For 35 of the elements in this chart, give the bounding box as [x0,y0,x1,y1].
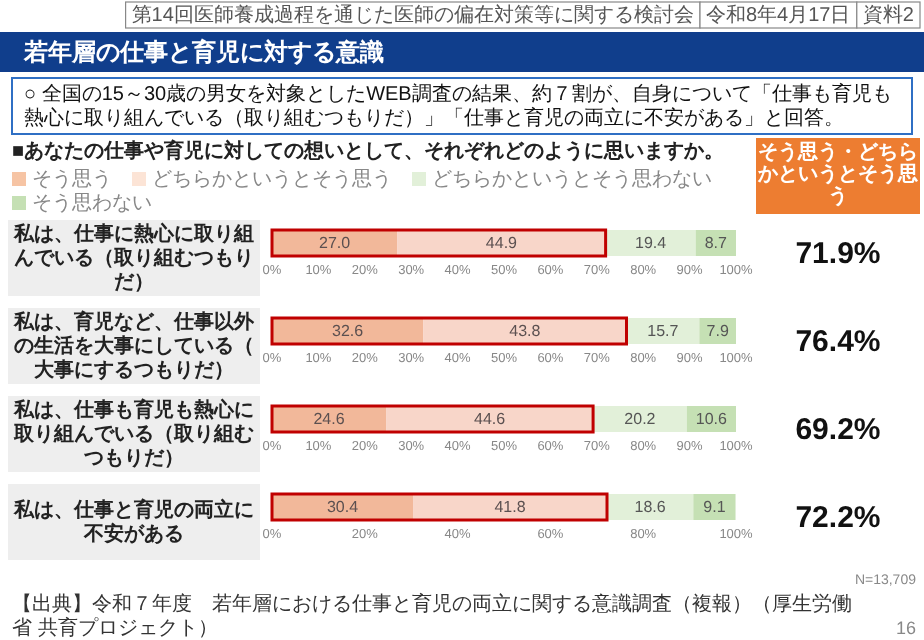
bar [607,494,694,520]
legend-label: そう思う [32,169,112,191]
data-label: 18.6 [634,498,667,516]
data-label: 44.6 [474,410,507,428]
bar [605,230,696,256]
data-label: 19.4 [635,234,668,252]
data-label: 41.8 [494,498,527,516]
text: 71.9% [795,237,881,271]
text: ■あなたの仕事や育児に対しての想いとして、それぞれどのように思いますか。 [12,139,725,163]
data-label: 24.6 [313,410,346,428]
chart-subtitle: ○ 全国の15～30歳の男女を対象としたWEB調査の結果、約７割が、自身について「仕事も育児も熱心に取り組んでいる（取り組むつもりだ）」「仕事と育児の両立に不安がある」と回答。 [24,81,892,129]
text: 76.4% [795,325,881,359]
legend-label: どちらかというとそう思わない [432,169,712,191]
text: 72.2% [795,501,881,535]
legend-label: どちらかというとそう思う [152,169,392,191]
legend-label: そう思わない [32,193,152,215]
text: 16 [895,618,916,638]
bar [626,318,700,344]
data-label: 9.1 [703,498,727,516]
data-label: 10.6 [695,410,729,428]
bar [693,494,736,520]
bar [593,406,687,432]
data-label: 15.7 [647,322,680,340]
text: 69.2% [795,413,881,447]
y-tick-label: 私は、仕事と育児の両立に不安がある [12,497,254,545]
data-label: 27.0 [319,234,352,252]
data-label: 32.6 [332,322,365,340]
chart-title: 若年層の仕事と育児に対する意識 [22,38,384,66]
data-label: 43.8 [509,322,542,340]
data-label: 44.9 [485,234,519,252]
data-label: 20.2 [624,410,657,428]
data-label: 8.7 [704,234,729,252]
data-label: 7.9 [706,322,730,340]
data-label: 30.4 [326,498,360,516]
text: 【出典】令和７年度 若年層における仕事と育児の両立に関する意識調査（複報）（厚生労働省 共育プロジェクト） [12,591,852,639]
